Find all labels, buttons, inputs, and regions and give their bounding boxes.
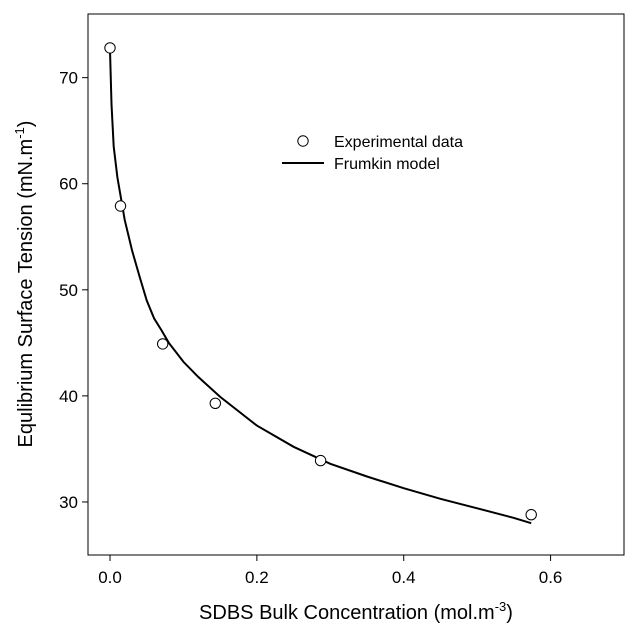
frumkin-model-line <box>109 50 532 525</box>
y-tick-label: 50 <box>59 281 78 300</box>
x-tick-label: 0.2 <box>245 568 269 587</box>
legend-label-experimental-data: Experimental data <box>334 134 463 151</box>
y-axis-ticks: 30 40 50 60 70 <box>59 69 88 512</box>
y-tick-label: 30 <box>59 493 78 512</box>
experimental-data-series <box>104 42 537 521</box>
frumkin-model-series <box>109 50 532 525</box>
x-tick-label: 0.6 <box>539 568 563 587</box>
plot-area <box>87 13 625 556</box>
experimental-data-point <box>104 42 116 54</box>
y-tick-label: 60 <box>59 175 78 194</box>
experimental-data-point <box>157 338 169 350</box>
experimental-data-point <box>525 509 537 521</box>
x-axis-title: SDBS Bulk Concentration (mol.m-3) <box>199 599 513 624</box>
x-tick-label: 0.0 <box>98 568 122 587</box>
experimental-data-point <box>314 454 327 467</box>
x-tick-label: 0.4 <box>392 568 416 587</box>
experimental-data-point <box>114 200 127 212</box>
x-axis-ticks: 0.0 0.2 0.4 0.6 <box>98 555 562 587</box>
legend: Experimental data Frumkin model <box>282 134 463 173</box>
legend-marker-experimental-data <box>297 135 309 147</box>
y-tick-label: 40 <box>59 387 78 406</box>
y-axis-title: Equlibrium Surface Tension (mN.m-1) <box>12 121 37 448</box>
y-tick-label: 70 <box>59 69 78 88</box>
experimental-data-point <box>209 397 222 409</box>
legend-label-frumkin-model: Frumkin model <box>334 156 440 173</box>
